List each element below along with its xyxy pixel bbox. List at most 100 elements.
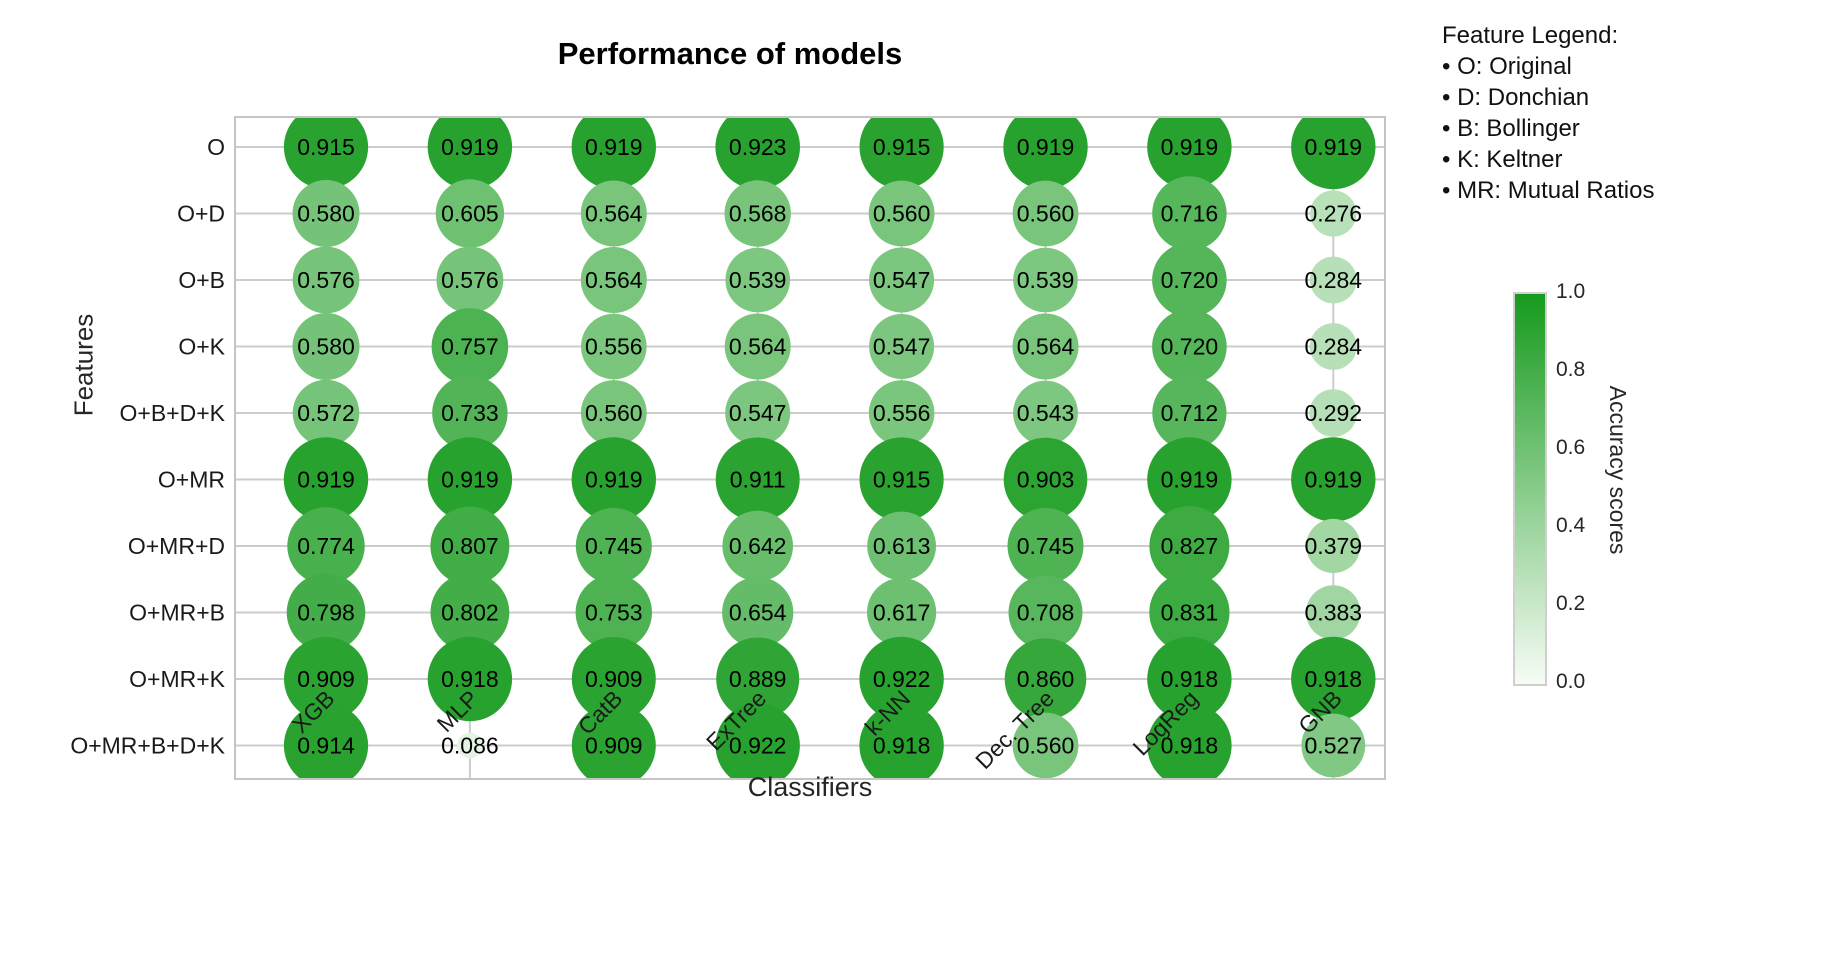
bubble — [859, 636, 944, 722]
bubble — [432, 375, 508, 451]
y-axis-label: Features — [68, 313, 99, 417]
bubble — [1012, 180, 1079, 247]
bubble-value: 0.568 — [729, 201, 787, 227]
bubble — [292, 180, 360, 247]
bubble — [283, 437, 369, 522]
x-axis-label: Classifiers — [747, 772, 873, 802]
colorbar-tick: 0.6 — [1556, 436, 1586, 459]
y-tick-label: O+D — [177, 201, 225, 227]
bubble — [1004, 638, 1087, 720]
feature-legend-heading: Feature Legend: — [1442, 22, 1619, 49]
bubble-value: 0.564 — [585, 267, 643, 293]
bubble-value: 0.915 — [873, 467, 931, 493]
bubble — [859, 437, 944, 522]
bubble — [1291, 117, 1376, 190]
bubble — [859, 703, 944, 779]
bubble — [1012, 712, 1079, 779]
bubble-value: 0.919 — [1017, 134, 1075, 160]
bubble-value: 0.284 — [1305, 334, 1363, 360]
bubble — [292, 313, 360, 380]
bubble — [580, 380, 647, 446]
bubble-value: 0.807 — [441, 533, 499, 559]
bubble-value: 0.086 — [441, 733, 499, 759]
bubble-value: 0.733 — [441, 400, 499, 426]
bubble-value: 0.527 — [1305, 733, 1363, 759]
bubble — [457, 732, 483, 759]
bubble-value: 0.860 — [1017, 666, 1075, 692]
bubble-value: 0.919 — [585, 467, 643, 493]
feature-legend-item: • K: Keltner — [1442, 146, 1563, 173]
bubble-value: 0.284 — [1305, 267, 1363, 293]
bubble-value: 0.919 — [1305, 467, 1363, 493]
bubble — [1306, 585, 1361, 640]
bubble — [715, 437, 800, 522]
bubble — [580, 180, 647, 247]
plot-border — [234, 116, 1386, 780]
bubble — [1007, 508, 1084, 584]
bubble-value: 0.605 — [441, 201, 499, 227]
bubble-value: 0.903 — [1017, 467, 1075, 493]
bubble-value: 0.909 — [585, 666, 643, 692]
y-tick-label: O+K — [178, 334, 225, 360]
colorbar-tick: 0.4 — [1556, 514, 1586, 537]
bubble-value: 0.560 — [585, 400, 643, 426]
bubble — [1003, 437, 1088, 522]
bubble — [1147, 437, 1232, 522]
bubble — [1291, 636, 1376, 722]
bubble-value: 0.560 — [1017, 201, 1075, 227]
bubble-value: 0.922 — [873, 666, 931, 692]
bubble-value: 0.919 — [1161, 467, 1219, 493]
bubble-value: 0.918 — [441, 666, 499, 692]
bubble — [571, 437, 656, 522]
bubble — [581, 313, 647, 380]
bubble-value: 0.560 — [1017, 733, 1075, 759]
bubble — [286, 573, 366, 652]
feature-legend-item: • D: Donchian — [1442, 84, 1590, 111]
bubble-value: 0.564 — [729, 334, 787, 360]
bubble-value: 0.708 — [1017, 600, 1075, 626]
bubble — [1147, 703, 1232, 779]
bubble-value: 0.922 — [729, 733, 787, 759]
bubble-value: 0.919 — [297, 467, 355, 493]
bubble-value: 0.827 — [1161, 533, 1219, 559]
bubble-value: 0.539 — [1017, 267, 1075, 293]
colorbar-tick: 0.2 — [1556, 592, 1586, 615]
bubble — [869, 247, 935, 313]
feature-legend: Feature Legend: • O: Original • D: Donch… — [1442, 20, 1654, 206]
bubble-value: 0.918 — [873, 733, 931, 759]
bubble-value: 0.753 — [585, 600, 643, 626]
colorbar-tick: 0.8 — [1556, 358, 1586, 381]
feature-legend-item: • B: Bollinger — [1442, 115, 1580, 142]
bubble-value: 0.712 — [1161, 400, 1219, 426]
bubble-value: 0.889 — [729, 666, 787, 692]
bubble — [431, 308, 509, 385]
bubble — [868, 380, 935, 446]
bubble-value: 0.909 — [297, 666, 355, 692]
bubble-value: 0.802 — [441, 600, 499, 626]
bubble-value: 0.276 — [1305, 201, 1363, 227]
bubble-value: 0.613 — [873, 533, 931, 559]
y-tick-label: O+MR+K — [129, 666, 226, 692]
bubble — [715, 117, 800, 190]
bubble-value: 0.923 — [729, 134, 787, 160]
y-tick-label: O+B+D+K — [120, 400, 226, 426]
bubble-value: 0.919 — [1161, 134, 1219, 160]
bubble-value: 0.720 — [1161, 334, 1219, 360]
bubble — [292, 246, 360, 314]
bubble — [1310, 190, 1357, 237]
bubble — [1149, 506, 1230, 586]
bubble — [1309, 323, 1357, 370]
bubble — [427, 437, 513, 522]
bubble — [1003, 117, 1088, 190]
bubble — [869, 314, 935, 379]
bubble-value: 0.547 — [729, 400, 787, 426]
colorbar-tick: 1.0 — [1556, 280, 1586, 303]
bubble — [435, 179, 505, 248]
bubble — [1013, 247, 1078, 313]
bubble-value: 0.911 — [730, 467, 786, 493]
bubble-value: 0.831 — [1161, 600, 1219, 626]
colorbar-label: Accuracy scores — [1605, 385, 1631, 555]
bubble — [1306, 518, 1361, 574]
bubble-value: 0.547 — [873, 334, 931, 360]
bubble-value: 0.383 — [1305, 600, 1363, 626]
